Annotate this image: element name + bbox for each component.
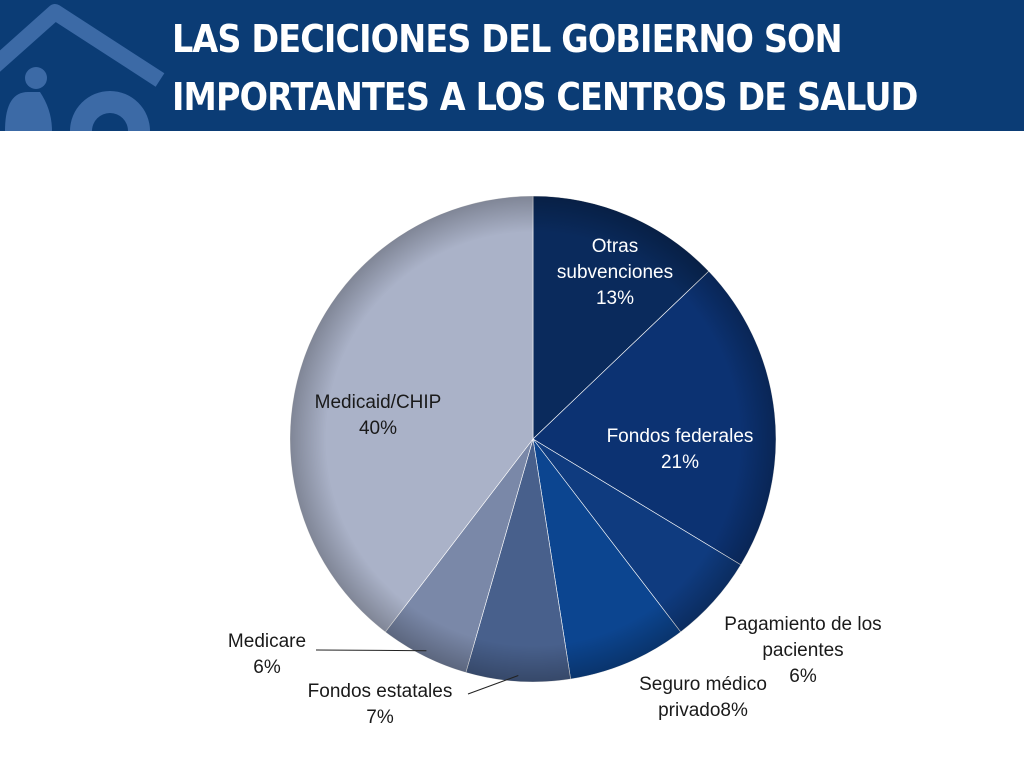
slide-header: LAS DECICIONES DEL GOBIERNO SON IMPORTAN… <box>0 0 1024 131</box>
slice-label-line: Fondos federales <box>607 426 754 447</box>
slice-labels: Otras subvenciones 13% Fondos federales 21% P… <box>228 236 882 728</box>
leader-lines <box>315 649 519 695</box>
slice-label-line: Seguro médico <box>639 674 767 695</box>
slice-label-line: pacientes <box>762 640 843 661</box>
slice-label-otras: Otras subvenciones 13% <box>557 236 673 309</box>
slide-title-line-2: IMPORTANTES A LOS CENTROS DE SALUD <box>172 75 918 119</box>
pie-chart: Otras subvenciones 13% Fondos federales 21% P… <box>228 195 882 728</box>
slice-label-line: 6% <box>253 657 281 678</box>
slice-label-line: privado8% <box>658 700 748 721</box>
slice-label-line: Otras <box>592 236 638 257</box>
slice-label-line: 6% <box>789 666 817 687</box>
slice-label-medicare: Medicare 6% <box>228 631 306 678</box>
slice-label-fondos-estatales: Fondos estatales 7% <box>308 681 453 728</box>
slice-label-pagamiento-de-los: Pagamiento de los pacientes 6% <box>724 614 881 687</box>
slice-label-line: Medicaid/CHIP <box>315 392 442 413</box>
slice-label-line: Medicare <box>228 631 306 652</box>
slide-title: LAS DECICIONES DEL GOBIERNO SON IMPORTAN… <box>172 10 918 126</box>
health-center-house-icon <box>0 4 165 131</box>
slice-label-line: 7% <box>366 707 394 728</box>
slice-label-line: 40% <box>359 418 397 439</box>
slice-label-line: Pagamiento de los <box>724 614 881 635</box>
slice-label-line: Fondos estatales <box>308 681 453 702</box>
leader-line-medicare <box>315 649 427 652</box>
slice-label-line: subvenciones <box>557 262 673 283</box>
slice-label-medicaid-chip: Medicaid/CHIP 40% <box>315 392 442 439</box>
slice-label-seguro-medico: Seguro médico privado8% <box>639 674 767 721</box>
slice-label-fondos-federales: Fondos federales 21% <box>607 426 754 473</box>
slide-title-line-1: LAS DECICIONES DEL GOBIERNO SON <box>172 17 843 61</box>
slice-label-line: 21% <box>661 452 699 473</box>
slice-label-line: 13% <box>596 288 634 309</box>
leader-line-fondos-estatales <box>467 675 519 695</box>
